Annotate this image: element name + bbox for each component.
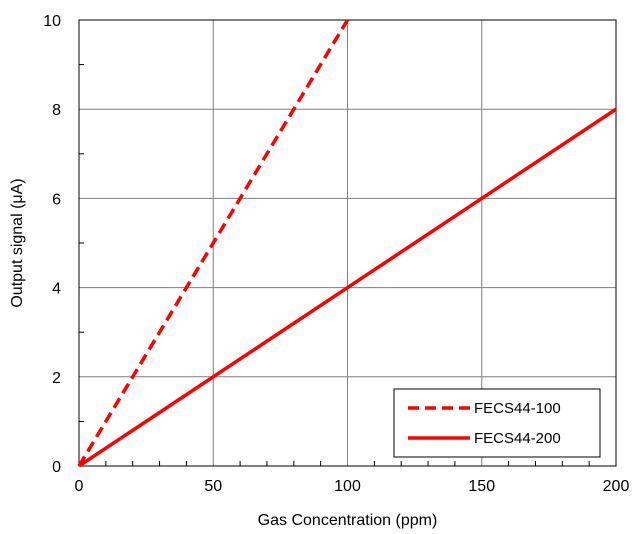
series-line-fecs44-100	[77, 19, 349, 467]
y-tick-label: 10	[43, 13, 61, 30]
y-tick-label: 4	[52, 281, 61, 298]
y-tick-label: 2	[52, 370, 61, 387]
x-axis-title: Gas Concentration (ppm)	[258, 512, 438, 529]
legend-label-fecs44-200: FECS44-200	[474, 430, 561, 447]
y-tick-label: 8	[52, 102, 61, 119]
x-tick-label: 0	[75, 478, 84, 495]
x-tick-label: 200	[603, 478, 630, 495]
y-tick-label: 6	[52, 191, 61, 208]
y-axis-ticks: 0 2 4 6 8 10	[43, 13, 61, 476]
y-axis-title: Output signal (μA)	[9, 178, 26, 307]
series-lines	[77, 19, 617, 468]
legend: FECS44-100 FECS44-200	[393, 388, 601, 458]
x-tick-label: 100	[334, 478, 361, 495]
series-line-fecs44-200	[78, 107, 617, 468]
minor-ticks	[79, 64, 590, 466]
legend-box	[393, 388, 601, 458]
x-tick-label: 150	[468, 478, 495, 495]
x-axis-ticks: 0 50 100 150 200	[75, 478, 630, 495]
x-tick-label: 50	[204, 478, 222, 495]
y-tick-label: 0	[52, 459, 61, 476]
legend-label-fecs44-100: FECS44-100	[474, 400, 561, 417]
